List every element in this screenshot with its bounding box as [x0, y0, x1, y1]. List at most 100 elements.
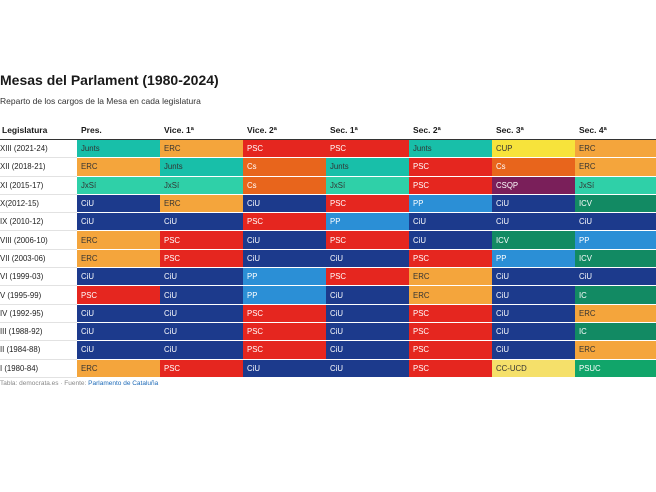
party-cell: CiU — [326, 359, 409, 378]
legislatura-label: I (1980-84) — [0, 359, 77, 378]
party-cell: ERC — [160, 194, 243, 214]
party-cell: PSC — [409, 304, 492, 323]
party-cell: CiU — [326, 304, 409, 323]
party-cell: CiU — [243, 359, 326, 378]
party-cell: ERC — [575, 157, 656, 177]
party-cell: CiU — [492, 285, 575, 305]
party-cell: JxSí — [326, 176, 409, 195]
party-cell: ERC — [575, 340, 656, 360]
party-cell: PSUC — [575, 359, 656, 378]
party-cell: ERC — [575, 304, 656, 323]
column-header: Vice. 2ª — [243, 121, 326, 140]
party-cell: PSC — [409, 322, 492, 342]
party-cell: PSC — [409, 359, 492, 378]
party-cell: CiU — [492, 322, 575, 342]
table-row: IV (1992-95) CiU CiU PSC CiU PSC CiU ERC — [0, 304, 656, 323]
party-cell: CiU — [160, 285, 243, 305]
party-cell: CiU — [492, 267, 575, 287]
column-header: Sec. 2ª — [409, 121, 492, 140]
party-cell: ERC — [409, 267, 492, 287]
party-cell: CiU — [160, 322, 243, 342]
table-row: XI (2015-17) JxSí JxSí Cs JxSí PSC CSQP JxSí — [0, 176, 656, 195]
party-cell: PSC — [243, 340, 326, 360]
footer-source-link[interactable]: Parlamento de Cataluña — [88, 380, 159, 387]
party-cell: CiU — [77, 322, 160, 342]
party-cell: ERC — [77, 249, 160, 269]
column-header: Sec. 4ª — [575, 121, 656, 140]
party-cell: CiU — [77, 340, 160, 360]
party-cell: JxSí — [575, 176, 656, 195]
party-cell: Cs — [243, 157, 326, 177]
mesa-table: Legislatura Pres. Vice. 1ª Vice. 2ª Sec. 1ª S… — [0, 121, 656, 378]
party-cell: CiU — [243, 230, 326, 250]
table-row: X(2012-15) CiU ERC CiU PSC PP CiU ICV — [0, 194, 656, 214]
legislatura-label: III (1988-92) — [0, 322, 77, 342]
party-cell: Junts — [409, 139, 492, 159]
column-header: Legislatura — [0, 121, 77, 140]
legislatura-label: IX (2010-12) — [0, 212, 77, 232]
party-cell: CiU — [326, 322, 409, 342]
party-cell: Cs — [243, 176, 326, 195]
legislatura-label: IV (1992-95) — [0, 304, 77, 323]
party-cell: CiU — [77, 212, 160, 232]
party-cell: PP — [409, 194, 492, 214]
table-row: I (1980-84) ERC PSC CiU CiU PSC CC-UCD PSUC — [0, 359, 656, 378]
party-cell: CiU — [160, 267, 243, 287]
party-cell: PSC — [243, 212, 326, 232]
party-cell: ERC — [160, 139, 243, 159]
table-row: IX (2010-12) CiU CiU PSC PP CiU CiU CiU — [0, 212, 656, 232]
party-cell: CiU — [243, 249, 326, 269]
party-cell: CiU — [326, 340, 409, 360]
table-body: XIII (2021-24) Junts ERC PSC PSC Junts CUP ERC X… — [0, 139, 656, 378]
party-cell: IC — [575, 322, 656, 342]
party-cell: ICV — [575, 194, 656, 214]
table-row: XIII (2021-24) Junts ERC PSC PSC Junts CUP ERC — [0, 139, 656, 159]
legislatura-label: XI (2015-17) — [0, 176, 77, 195]
party-cell: CSQP — [492, 176, 575, 195]
table-row: V (1995-99) PSC CiU PP CiU ERC CiU IC — [0, 285, 656, 305]
legislatura-label: V (1995-99) — [0, 285, 77, 305]
party-cell: PP — [575, 230, 656, 250]
party-cell: PSC — [77, 285, 160, 305]
party-cell: CiU — [492, 212, 575, 232]
party-cell: PP — [326, 212, 409, 232]
party-cell: PSC — [160, 359, 243, 378]
party-cell: PSC — [243, 139, 326, 159]
party-cell: PSC — [409, 249, 492, 269]
party-cell: PP — [243, 267, 326, 287]
party-cell: PSC — [243, 322, 326, 342]
footer-prefix: Tabla: democrata.es · Fuente: — [0, 380, 89, 387]
table-row: II (1984-88) CiU CiU PSC CiU PSC CiU ERC — [0, 340, 656, 360]
party-cell: PSC — [243, 304, 326, 323]
party-cell: IC — [575, 285, 656, 305]
legislatura-label: X(2012-15) — [0, 194, 77, 214]
party-cell: CiU — [492, 304, 575, 323]
table-row: VIII (2006-10) ERC PSC CiU PSC CiU ICV PP — [0, 230, 656, 250]
party-cell: CiU — [575, 267, 656, 287]
party-cell: CiU — [243, 194, 326, 214]
party-cell: ERC — [409, 285, 492, 305]
party-cell: CiU — [409, 230, 492, 250]
column-header: Sec. 3ª — [492, 121, 575, 140]
party-cell: PSC — [409, 157, 492, 177]
party-cell: ERC — [77, 157, 160, 177]
party-cell: CiU — [160, 304, 243, 323]
party-cell: CiU — [326, 285, 409, 305]
party-cell: PSC — [160, 249, 243, 269]
party-cell: CiU — [77, 194, 160, 214]
party-cell: PP — [492, 249, 575, 269]
party-cell: PSC — [409, 176, 492, 195]
party-cell: CiU — [492, 340, 575, 360]
party-cell: Junts — [326, 157, 409, 177]
column-header: Pres. — [77, 121, 160, 140]
table-row: VI (1999-03) CiU CiU PP PSC ERC CiU CiU — [0, 267, 656, 287]
party-cell: CiU — [409, 212, 492, 232]
party-cell: PSC — [326, 230, 409, 250]
table-header-row: Legislatura Pres. Vice. 1ª Vice. 2ª Sec. 1ª S… — [0, 121, 656, 140]
column-header: Sec. 1ª — [326, 121, 409, 140]
party-cell: CiU — [160, 212, 243, 232]
party-cell: PSC — [326, 139, 409, 159]
party-cell: ICV — [575, 249, 656, 269]
party-cell: ICV — [492, 230, 575, 250]
table-row: XII (2018-21) ERC Junts Cs Junts PSC Cs ERC — [0, 157, 656, 177]
